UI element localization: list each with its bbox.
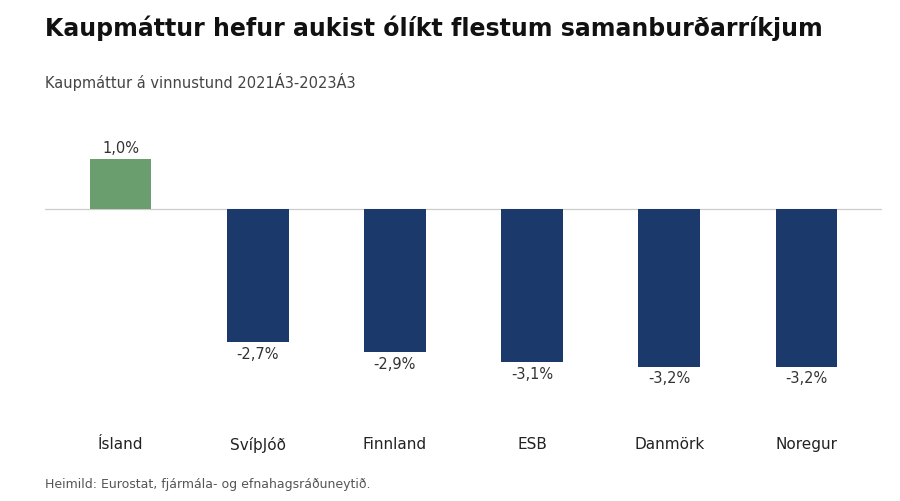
Text: -3,1%: -3,1% [511, 367, 554, 382]
Text: 1,0%: 1,0% [102, 141, 139, 156]
Bar [501, 209, 563, 362]
Bar [364, 209, 426, 352]
Text: Kaupmáttur á vinnustund 2021Á3-2023Á3: Kaupmáttur á vinnustund 2021Á3-2023Á3 [45, 73, 356, 91]
Bar [90, 159, 151, 209]
Bar [638, 209, 700, 367]
Text: -2,9%: -2,9% [374, 357, 416, 372]
Bar [227, 209, 289, 342]
Text: Heimild: Eurostat, fjármála- og efnahagsráðuneytið.: Heimild: Eurostat, fjármála- og efnahags… [45, 478, 371, 491]
Text: -2,7%: -2,7% [237, 347, 279, 362]
Text: -3,2%: -3,2% [786, 371, 828, 386]
Bar [776, 209, 837, 367]
Text: Kaupmáttur hefur aukist ólíkt flestum samanburðarríkjum: Kaupmáttur hefur aukist ólíkt flestum sa… [45, 15, 823, 41]
Text: -3,2%: -3,2% [648, 371, 690, 386]
